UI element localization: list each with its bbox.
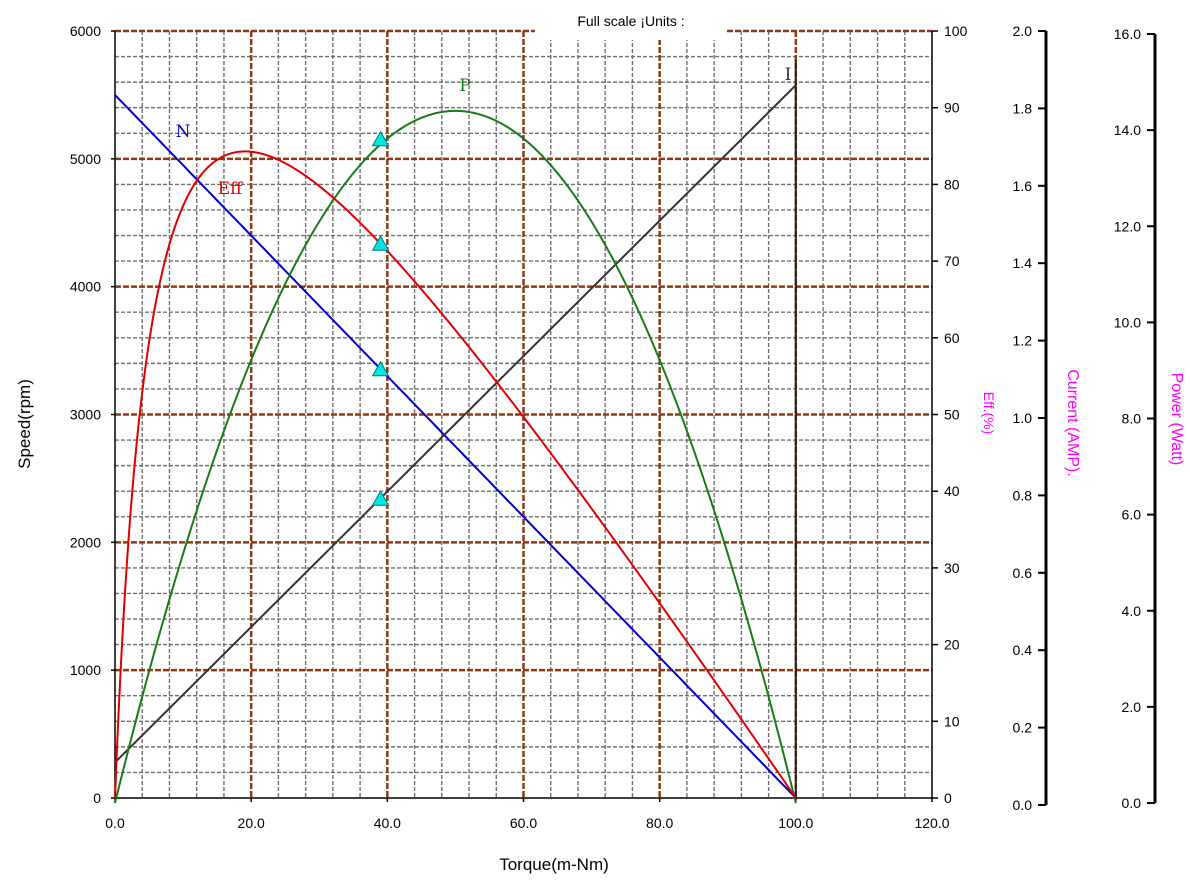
power-tick-label: 0.0 — [1122, 795, 1142, 811]
title-background — [537, 20, 725, 40]
current-tick-label: 0.2 — [1013, 720, 1033, 736]
x-tick-label: 100.0 — [778, 815, 813, 831]
current-axis-title: Current (AMP). — [1064, 369, 1081, 477]
x-axis-title: Torque(m-Nm) — [499, 855, 609, 874]
speed-axis-title: Speed(rpm) — [15, 379, 34, 469]
eff-tick-label: 100 — [944, 23, 968, 39]
x-tick-label: 60.0 — [510, 815, 537, 831]
eff-tick-label: 60 — [944, 330, 960, 346]
operating-point-marker — [371, 360, 390, 377]
series-label-n: N — [176, 122, 191, 142]
current-tick-label: 0.0 — [1013, 797, 1033, 813]
speed-tick-label: 4000 — [70, 279, 101, 295]
current-tick-label: 2.0 — [1013, 23, 1033, 39]
power-tick-label: 14.0 — [1114, 122, 1141, 138]
power-tick-label: 12.0 — [1114, 218, 1141, 234]
operating-point-marker — [371, 235, 390, 251]
speed-tick-label: 3000 — [70, 407, 101, 423]
current-tick-label: 0.4 — [1013, 642, 1033, 658]
speed-tick-label: 5000 — [70, 151, 101, 167]
power-tick-label: 16.0 — [1114, 26, 1141, 42]
power-tick-label: 8.0 — [1122, 411, 1142, 427]
power-axis-title: Power (Watt) — [1168, 373, 1185, 466]
current-tick-label: 1.4 — [1013, 255, 1033, 271]
eff-tick-label: 50 — [944, 407, 960, 423]
current-tick-label: 1.0 — [1013, 410, 1033, 426]
x-tick-label: 20.0 — [238, 815, 265, 831]
speed-tick-label: 0 — [93, 790, 101, 806]
current-tick-label: 1.8 — [1013, 100, 1033, 116]
grid — [115, 20, 932, 798]
current-tick-label: 1.2 — [1013, 333, 1033, 349]
series-label-i: I — [785, 65, 792, 85]
eff-tick-label: 80 — [944, 176, 960, 192]
x-tick-label: 80.0 — [646, 815, 673, 831]
power-tick-label: 6.0 — [1122, 507, 1142, 523]
chart-title: Full scale ¡Units : — [577, 13, 684, 29]
operating-point-marker — [371, 130, 390, 147]
current-tick-label: 0.6 — [1013, 565, 1033, 581]
series-i-line — [114, 84, 797, 764]
eff-tick-label: 10 — [944, 713, 960, 729]
series-eff-line — [114, 150, 797, 799]
eff-axis-title: Eff.(%) — [981, 392, 997, 435]
eff-tick-label: 90 — [944, 100, 960, 116]
power-tick-label: 4.0 — [1122, 603, 1142, 619]
power-tick-label: 10.0 — [1114, 314, 1141, 330]
power-tick-label: 2.0 — [1122, 699, 1142, 715]
speed-tick-label: 6000 — [70, 23, 101, 39]
series-label-eff: Eff — [218, 179, 244, 199]
series-layer — [114, 84, 797, 804]
axes: 0.0 20.0 40.0 60.0 80.0 100.0 120.001000200030… — [70, 23, 1157, 831]
speed-tick-label: 1000 — [70, 662, 101, 678]
x-tick-label: 40.0 — [374, 815, 401, 831]
labels-layer: Torque(m-Nm) Speed(rpm) Eff.(%) Current (AM… — [15, 13, 1185, 874]
current-tick-label: 0.8 — [1013, 487, 1033, 503]
eff-tick-label: 30 — [944, 560, 960, 576]
x-tick-label: 0.0 — [105, 815, 125, 831]
series-label-p: P — [459, 76, 470, 96]
current-tick-label: 1.6 — [1013, 178, 1033, 194]
series-p-line — [114, 109, 797, 804]
operating-point-marker — [371, 490, 390, 506]
x-tick-label: 120.0 — [914, 815, 949, 831]
series-n-line — [114, 94, 797, 799]
speed-tick-label: 2000 — [70, 534, 101, 550]
eff-tick-label: 40 — [944, 483, 960, 499]
eff-tick-label: 70 — [944, 253, 960, 269]
eff-tick-label: 0 — [944, 790, 952, 806]
eff-tick-label: 20 — [944, 637, 960, 653]
